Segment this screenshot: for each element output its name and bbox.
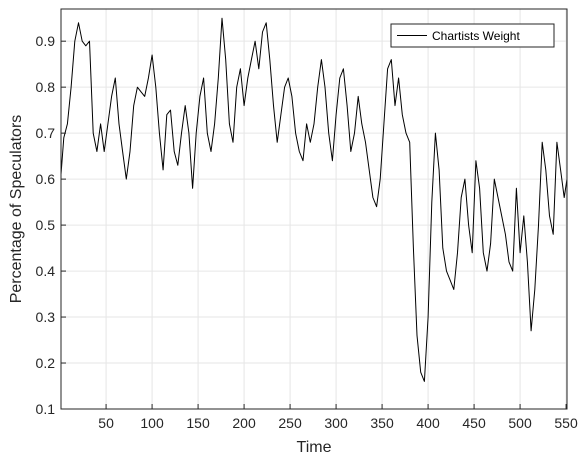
y-axis-ticks: 0.1 0.2 0.3 0.4 0.5 0.6 0.7 0.8 0.9 [36,33,66,417]
x-tick-label: 500 [508,415,532,431]
x-tick-label: 150 [186,415,210,431]
x-axis-label: Time [297,439,332,456]
y-tick-label: 0.9 [36,33,56,49]
y-tick-label: 0.7 [36,125,56,141]
y-tick-label: 0.4 [36,263,56,279]
series-layer [60,17,568,382]
y-axis-label: Percentage of Speculators [8,115,25,304]
plot-area-frame [60,8,568,410]
legend-label: Chartists Weight [432,29,520,43]
x-tick-label: 400 [416,415,440,431]
x-tick-label: 250 [278,415,302,431]
y-tick-label: 0.6 [36,171,56,187]
y-tick-label: 0.2 [36,355,56,371]
y-tick-label: 0.3 [36,309,56,325]
legend: Chartists Weight [390,23,555,48]
x-tick-label: 550 [554,415,578,431]
x-tick-label: 50 [98,415,114,431]
y-tick-label: 0.1 [36,401,56,417]
x-tick-label: 450 [462,415,486,431]
grid [61,9,567,410]
y-tick-label: 0.5 [36,217,56,233]
x-tick-label: 200 [232,415,256,431]
x-tick-label: 100 [140,415,164,431]
y-tick-label: 0.8 [36,79,56,95]
x-tick-label: 300 [324,415,348,431]
series-line-chartists-weight [60,17,568,382]
x-axis-ticks: 50 100 150 200 250 300 350 400 450 500 550 [98,404,578,431]
x-tick-label: 350 [370,415,394,431]
legend-box [390,23,555,48]
